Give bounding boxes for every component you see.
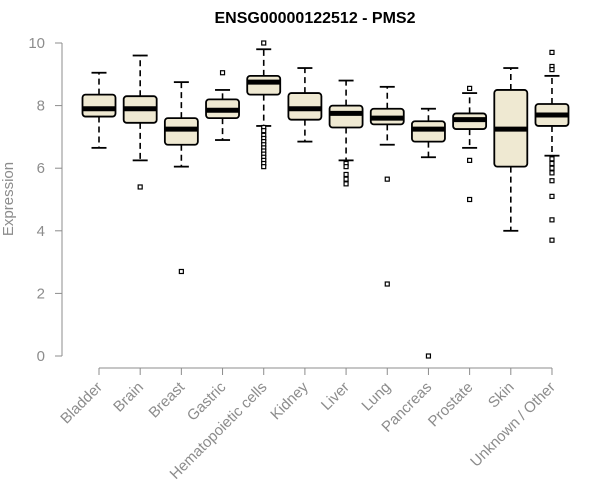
outlier-point	[549, 237, 555, 243]
outlier-point	[549, 170, 555, 176]
x-tick-label: Bladder	[57, 379, 106, 428]
box-7	[369, 85, 405, 287]
outlier-point	[549, 165, 555, 171]
outlier-point	[549, 193, 555, 199]
outlier-point	[343, 181, 349, 187]
chart-title: ENSG00000122512 - PMS2	[214, 10, 415, 27]
y-axis-label: Expression	[0, 162, 17, 236]
x-tick-label: Skin	[485, 379, 518, 412]
outlier-point	[343, 171, 349, 178]
outlier-point	[261, 128, 267, 134]
outlier-point	[549, 160, 555, 167]
outlier-point	[467, 196, 473, 203]
box-0	[81, 71, 117, 149]
outlier-point	[549, 67, 555, 73]
box-iqr	[328, 104, 364, 129]
box-2	[163, 81, 199, 275]
outlier-point	[384, 281, 390, 287]
outlier-point	[343, 176, 349, 182]
y-tick-label: 8	[37, 98, 45, 115]
box-11	[534, 49, 570, 243]
x-tick-label: Kidney	[267, 378, 312, 423]
outlier-point	[178, 268, 184, 275]
box-9	[452, 85, 488, 203]
box-iqr	[81, 93, 117, 118]
box-8	[411, 107, 446, 359]
outlier-point	[549, 217, 555, 223]
outlier-point	[343, 164, 349, 170]
x-tick-label: Lung	[358, 379, 394, 415]
x-tick-label: Prostate	[425, 379, 477, 431]
boxes	[81, 40, 570, 359]
x-tick-label: Breast	[146, 378, 189, 421]
box-1	[122, 54, 158, 190]
outlier-point	[467, 85, 473, 91]
outlier-point	[137, 184, 143, 190]
box-3	[205, 70, 240, 141]
outlier-point	[219, 70, 226, 76]
outlier-point	[549, 156, 555, 162]
box-5	[287, 67, 323, 143]
outlier-point	[467, 157, 473, 163]
outlier-point	[384, 176, 390, 182]
outlier-point	[261, 40, 267, 46]
y-tick-label: 2	[37, 285, 45, 302]
y-tick-label: 4	[37, 223, 45, 240]
x-tick-label: Liver	[318, 379, 353, 414]
y-tick-label: 6	[37, 160, 45, 177]
y-tick-label: 10	[28, 35, 45, 52]
box-6	[328, 79, 364, 187]
x-tick-label: Brain	[110, 379, 147, 416]
box-iqr	[246, 74, 282, 96]
y-tick-label: 0	[37, 348, 45, 365]
outlier-point	[261, 164, 267, 170]
outlier-point	[549, 49, 555, 55]
outlier-point	[549, 178, 555, 184]
box-10	[493, 67, 529, 232]
box-4	[246, 40, 282, 170]
outlier-point	[425, 353, 432, 359]
